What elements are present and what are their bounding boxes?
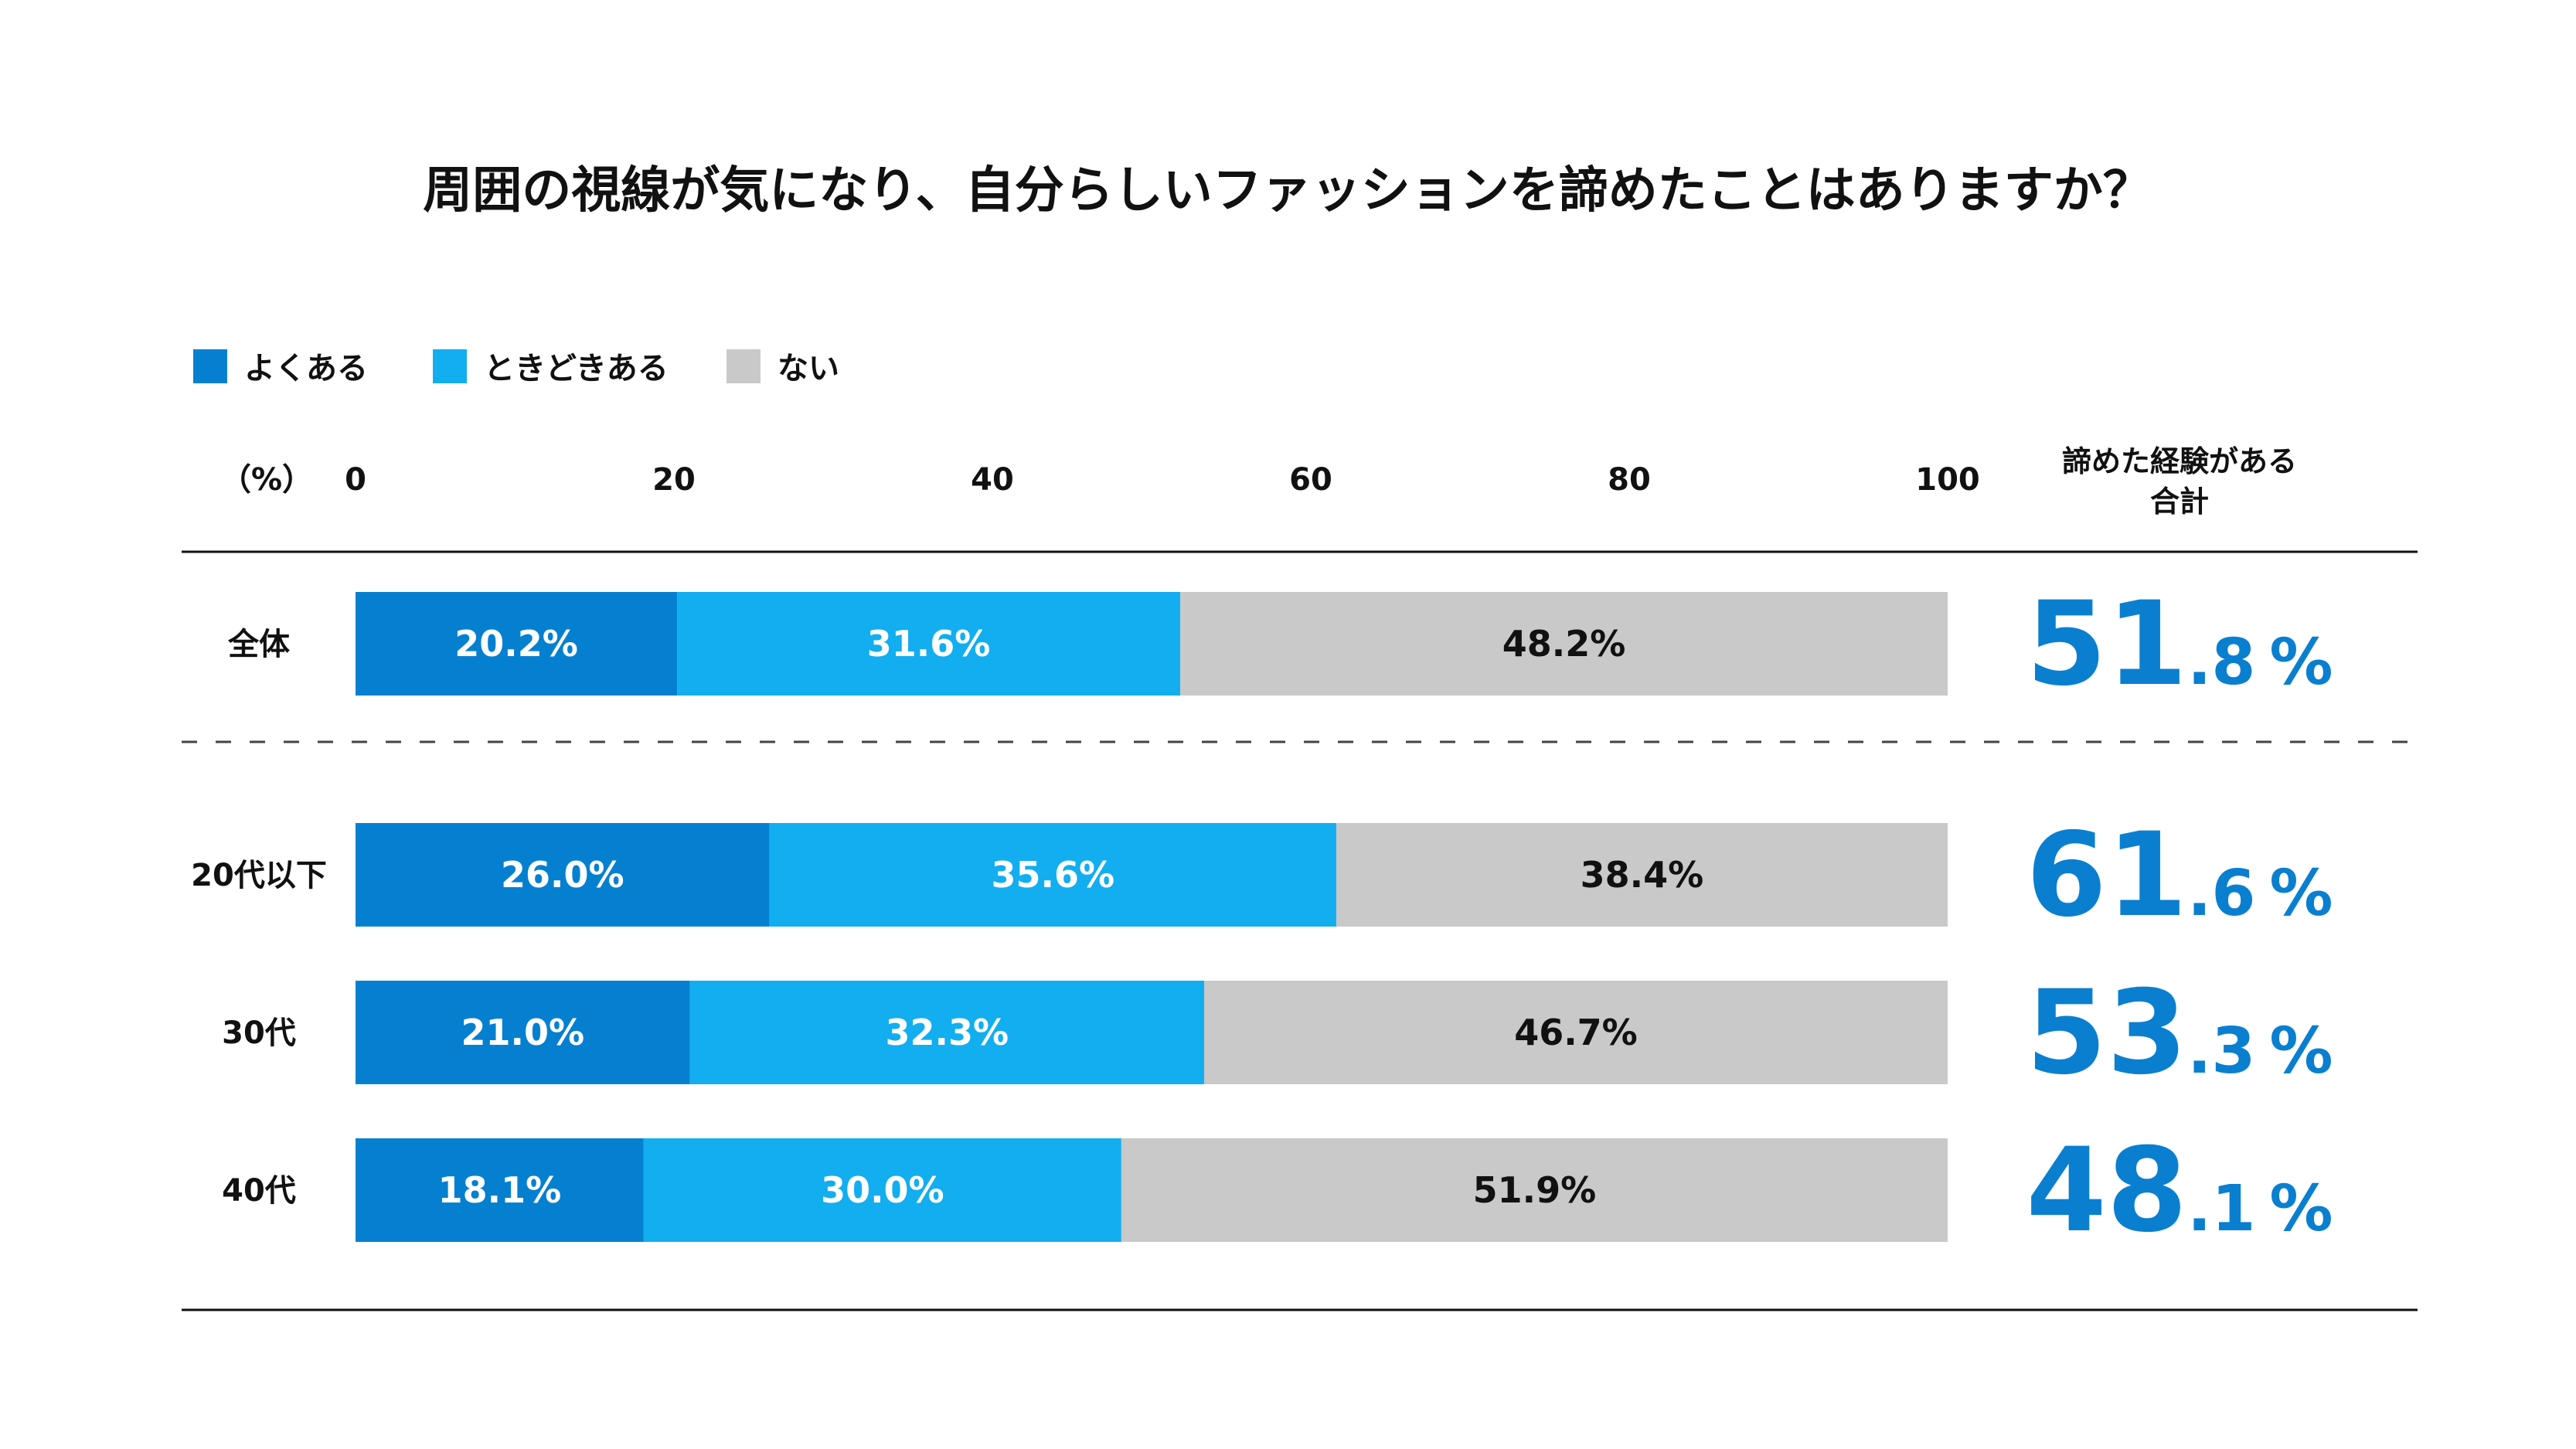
- bar-row: 30代 21.0% 32.3% 46.7% 53.3%: [222, 966, 2333, 1100]
- total-value: 61.6%: [2026, 808, 2333, 943]
- total-value-integer: 48: [2026, 1124, 2187, 1258]
- bar-segment: [356, 1138, 644, 1242]
- plot-rows: 全体 20.2% 31.6% 48.2% 51.8 % 20代以下 26.0% 35.6% 38.…: [191, 577, 2333, 1258]
- legend-swatch-1: [193, 349, 227, 383]
- legend-swatch-3: [727, 349, 761, 383]
- total-value-integer: 53: [2026, 966, 2187, 1100]
- total-header-line1: 諦めた経験がある: [2062, 444, 2297, 478]
- category-label: 30代: [222, 1015, 296, 1051]
- chart-title: 周囲の視線が気になり、自分らしいファッションを諦めたことはありますか？: [423, 162, 2152, 219]
- bar-segment: [689, 981, 1204, 1084]
- bar-segment: [356, 823, 770, 927]
- legend: よくある ときどきある ない: [193, 349, 839, 386]
- total-value-decimal: .6: [2187, 857, 2255, 930]
- legend-label-2: ときどきある: [484, 351, 669, 386]
- total-value-decimal: .8: [2187, 626, 2255, 699]
- legend-label-1: よくある: [244, 351, 368, 386]
- data-label: 18.1%: [438, 1169, 562, 1211]
- total-header-line2: 合計: [2150, 485, 2209, 519]
- bar-segment: [643, 1138, 1121, 1242]
- total-value-decimal: .1: [2187, 1172, 2255, 1246]
- bar-row: 全体 20.2% 31.6% 48.2% 51.8%: [227, 577, 2333, 712]
- data-label: 26.0%: [501, 854, 624, 896]
- x-tick-label: 100: [1915, 462, 1980, 498]
- total-value-integer: 61: [2026, 808, 2187, 943]
- category-label: 40代: [222, 1173, 296, 1209]
- total-value-integer: 51: [2026, 577, 2187, 712]
- data-label: 51.9%: [1473, 1169, 1597, 1211]
- x-tick-label: 20: [652, 462, 696, 498]
- x-tick-label: 40: [971, 462, 1014, 498]
- total-value: 51.8%: [2026, 577, 2333, 712]
- data-label: 48.2%: [1502, 623, 1626, 665]
- data-label: 35.6%: [991, 854, 1114, 896]
- x-tick-label: 60: [1289, 462, 1332, 498]
- bar-segment: [769, 823, 1336, 927]
- total-value-unit: %: [2269, 626, 2333, 699]
- bar-segment: [1336, 823, 1948, 927]
- legend-label-3: ない: [778, 351, 839, 386]
- bar-segment: [356, 981, 690, 1084]
- data-label: 31.6%: [867, 623, 991, 665]
- category-label: 全体: [227, 627, 290, 662]
- data-label: 30.0%: [821, 1169, 944, 1211]
- unit-label: （%）: [220, 462, 313, 498]
- x-tick-label: 0: [345, 462, 366, 498]
- category-label: 20代以下: [191, 858, 327, 893]
- total-value: 48.1%: [2026, 1124, 2333, 1258]
- bar-segment: [1203, 981, 1948, 1084]
- total-value-decimal: .3: [2187, 1015, 2255, 1088]
- data-label: 38.4%: [1581, 854, 1704, 896]
- bar-row: 40代 18.1% 30.0% 51.9% 48.1%: [222, 1124, 2333, 1258]
- total-value-unit: %: [2269, 1172, 2333, 1246]
- bar-segment: [1121, 1138, 1948, 1242]
- bar-segment: [356, 592, 678, 696]
- data-label: 20.2%: [454, 623, 578, 665]
- data-label: 21.0%: [461, 1012, 585, 1053]
- data-label: 46.7%: [1514, 1012, 1638, 1053]
- legend-swatch-2: [433, 349, 467, 383]
- bar-row: 20代以下 26.0% 35.6% 38.4% 61.6%: [191, 808, 2333, 943]
- x-tick-label: 80: [1608, 462, 1651, 498]
- total-value-unit: %: [2269, 857, 2333, 930]
- bar-segment: [677, 592, 1181, 696]
- total-value: 53.3%: [2026, 966, 2333, 1100]
- x-axis: 0 20 40 60 80 100: [345, 462, 1980, 498]
- data-label: 32.3%: [885, 1012, 1009, 1053]
- bar-segment: [1180, 592, 1948, 696]
- total-value-unit: %: [2269, 1015, 2333, 1088]
